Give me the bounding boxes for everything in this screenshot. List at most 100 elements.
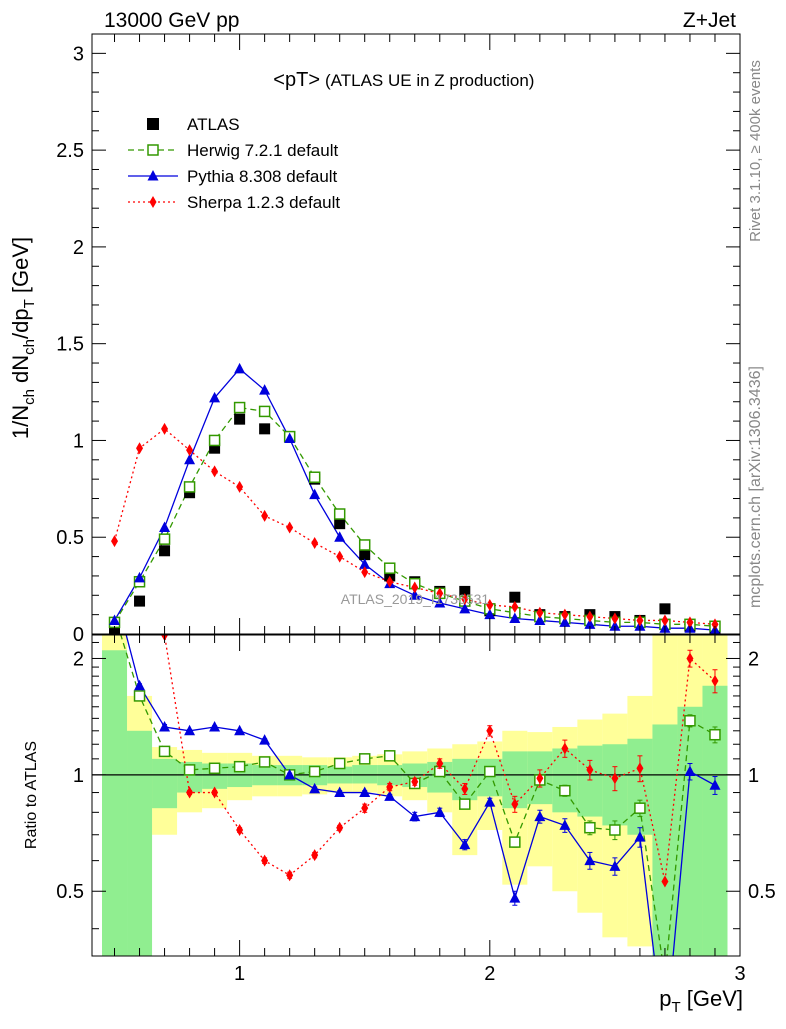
pythia-point [134,571,146,583]
ratio-y-tick-label-right: 1 [748,765,759,787]
legend-herwig-marker [147,144,159,156]
sherpa-point [111,535,119,548]
pythia-ratio-point [559,819,571,830]
herwig-point [333,508,346,520]
sherpa-ratio-point [411,775,419,788]
sherpa-point [361,566,369,579]
ratio-y-tick-label: 1 [73,765,84,787]
sherpa-ratio-point [661,875,669,888]
pythia-point [559,616,571,627]
pythia-point [609,620,621,631]
pythia-ratio-point [284,768,296,780]
herwig-ratio-point [609,824,621,836]
atlas-point [159,545,171,557]
sherpa-point [411,581,419,594]
pythia-ratio-point [509,892,521,903]
atlas-point [334,518,346,530]
herwig-point [208,434,221,447]
ratio-y-axis-label: Ratio to ATLAS [23,741,40,849]
sherpa-ratio-point [436,757,444,770]
herwig-ratio-point [484,765,496,778]
pythia-ratio-point [609,860,621,871]
sherpa-ratio-point [186,786,194,799]
pythia-point [459,602,471,614]
sherpa-ratio-point [686,652,694,665]
sherpa-point [561,608,569,621]
sherpa-ratio-point [536,772,544,785]
sherpa-ratio-point [486,724,494,737]
herwig-ratio-point [634,802,646,814]
legend-sherpa-label: Sherpa 1.2.3 default [187,193,340,212]
sherpa-ratio-point [286,869,294,882]
sherpa-point [586,610,594,623]
x-axis-label: pT [GeV] [659,986,743,1016]
ratio-band-inner-bin [552,748,578,813]
herwig-point [308,471,321,483]
sherpa-ratio-point [711,674,719,687]
herwig-ratio-point [208,762,221,775]
pythia-ratio-point [684,765,696,777]
axes: 0 0.5 1 1.5 2 2.5 3 1 2 3 0.5 0.5 1 1 2 2 [56,34,776,985]
sherpa-point [236,480,244,493]
sherpa-ratio-point [211,786,219,799]
energy-label: 13000 GeV pp [104,9,239,32]
legend: ATLAS Herwig 7.2.1 default Pythia 8.308 de… [128,115,340,212]
ratio-band-inner-bin [652,724,678,956]
ratio-band-inner-bin [127,730,153,956]
herwig-ratio-point [383,750,396,762]
pythia-point [159,521,171,533]
sherpa-ratio-point [611,772,619,785]
pythia-point [409,589,421,600]
main-y-axis-label: 1/Nch dNch/dpT [GeV] [8,237,38,439]
herwig-ratio-point [158,745,171,758]
main-y-tick-label: 1.5 [56,334,84,356]
sherpa-point [636,614,644,627]
herwig-ratio-point [133,690,146,702]
sherpa-point [136,442,144,455]
legend-atlas-marker [147,118,159,130]
herwig-point [258,405,271,418]
atlas-point [184,487,196,499]
atlas-point [659,603,671,615]
ratio-bands [102,635,728,956]
sherpa-ratio-point [336,821,344,834]
pythia-ratio-point [584,854,596,866]
main-y-tick-label: 1 [73,430,84,452]
sherpa-ratio-point [111,235,118,247]
herwig-ratio-point [559,784,571,797]
sherpa-point [436,587,444,600]
herwig-ratio-point [509,836,521,848]
sherpa-point [661,614,669,627]
legend-pythia-marker [147,170,159,181]
legend-pythia-label: Pythia 8.308 default [187,167,338,186]
herwig-point [383,562,396,574]
atlas-point [509,591,521,603]
pythia-ratio-point [234,724,246,736]
sherpa-point [611,612,619,625]
sherpa-point [186,444,194,457]
pythia-point [284,432,296,444]
ratio-band-inner-bin [477,758,503,797]
atlas-point [359,549,371,561]
herwig-ratio-point [660,972,670,982]
ratio-y-tick-label: 0.5 [56,881,84,903]
sherpa-point [161,422,169,435]
x-tick-label: 2 [484,963,495,985]
sherpa-ratio-point [261,854,269,867]
atlas-point [209,442,221,454]
main-y-tick-label: 3 [73,43,84,65]
sherpa-ratio-point [136,480,143,492]
main-subtitle: (ATLAS UE in Z production) [325,71,534,90]
x-tick-label: 1 [234,963,245,985]
main-y-tick-label: 0.5 [56,527,84,549]
ratio-band-inner-bin [677,706,703,956]
pythia-point [209,391,221,403]
sherpa-point [511,600,519,613]
legend-herwig-label: Herwig 7.2.1 default [187,141,338,160]
herwig-point [183,481,196,493]
sherpa-ratio-point [461,782,469,795]
process-label: Z+Jet [683,9,736,32]
analysis-watermark: ATLAS_2019_I1736531 [341,591,490,607]
